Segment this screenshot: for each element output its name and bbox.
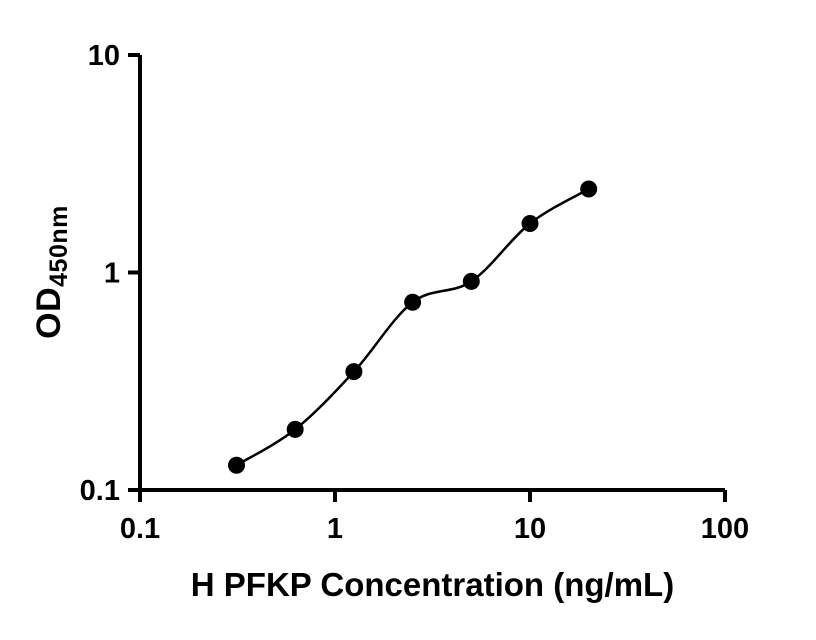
data-point xyxy=(345,363,363,381)
y-tick-label: 10 xyxy=(88,40,120,72)
data-point xyxy=(462,272,480,290)
y-tick-label: 0.1 xyxy=(80,475,120,507)
x-tick-label: 0.1 xyxy=(120,513,160,545)
data-point xyxy=(227,456,245,474)
x-axis-title: H PFKP Concentration (ng/mL) xyxy=(190,566,675,603)
y-axis-title: OD450nm xyxy=(30,205,74,339)
x-tick-label: 10 xyxy=(514,513,546,545)
data-point xyxy=(580,180,598,198)
y-axis-title-subscript: 450nm xyxy=(45,205,73,287)
y-tick-label: 1 xyxy=(104,258,120,290)
data-point xyxy=(521,214,539,232)
x-tick-label: 1 xyxy=(327,513,343,545)
data-point xyxy=(286,420,304,438)
y-axis-title-main: OD xyxy=(30,286,68,339)
data-point xyxy=(404,293,422,311)
x-tick-label: 100 xyxy=(701,513,749,545)
